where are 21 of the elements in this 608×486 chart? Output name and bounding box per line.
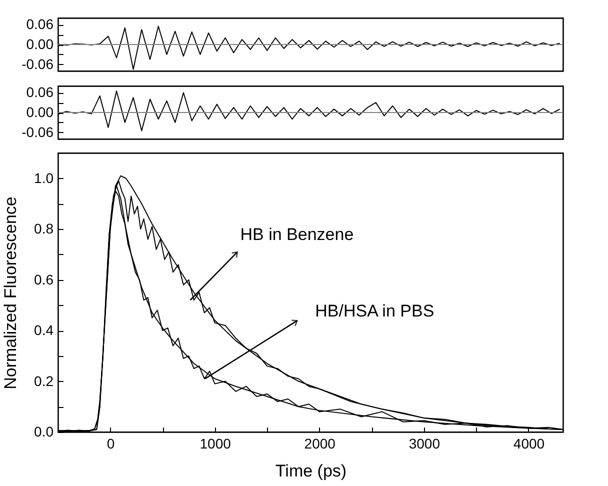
x-axis-title: Time (ps) xyxy=(275,462,347,480)
y-tick-label: 0.4 xyxy=(34,322,54,338)
x-tick-label: 1000 xyxy=(200,436,232,452)
y-tick-label: 1.0 xyxy=(34,170,54,186)
y-tick-label: 0.0 xyxy=(34,424,54,440)
y-tick-label: 0.2 xyxy=(34,372,54,389)
x-tick-label: 2000 xyxy=(304,436,336,452)
y-tick-label: 0.00 xyxy=(26,104,54,120)
annotation: HB in Benzene xyxy=(240,225,354,244)
x-tick-label: 3000 xyxy=(408,436,440,452)
y-tick-label: 0.6 xyxy=(34,271,54,288)
y-tick-label: 0.00 xyxy=(26,36,54,52)
annotation: HB/HSA in PBS xyxy=(315,302,434,321)
y-tick-label: 0.06 xyxy=(26,84,54,100)
y-axis-title: Normalized Fluorescence xyxy=(1,196,20,390)
x-tick-label: 4000 xyxy=(513,436,545,452)
y-tick-label: 0.06 xyxy=(26,16,54,32)
y-tick-label: -0.06 xyxy=(22,124,54,140)
y-tick-label: 0.8 xyxy=(34,220,54,237)
y-tick-label: -0.06 xyxy=(22,56,54,72)
x-tick-label: 0 xyxy=(106,436,115,452)
